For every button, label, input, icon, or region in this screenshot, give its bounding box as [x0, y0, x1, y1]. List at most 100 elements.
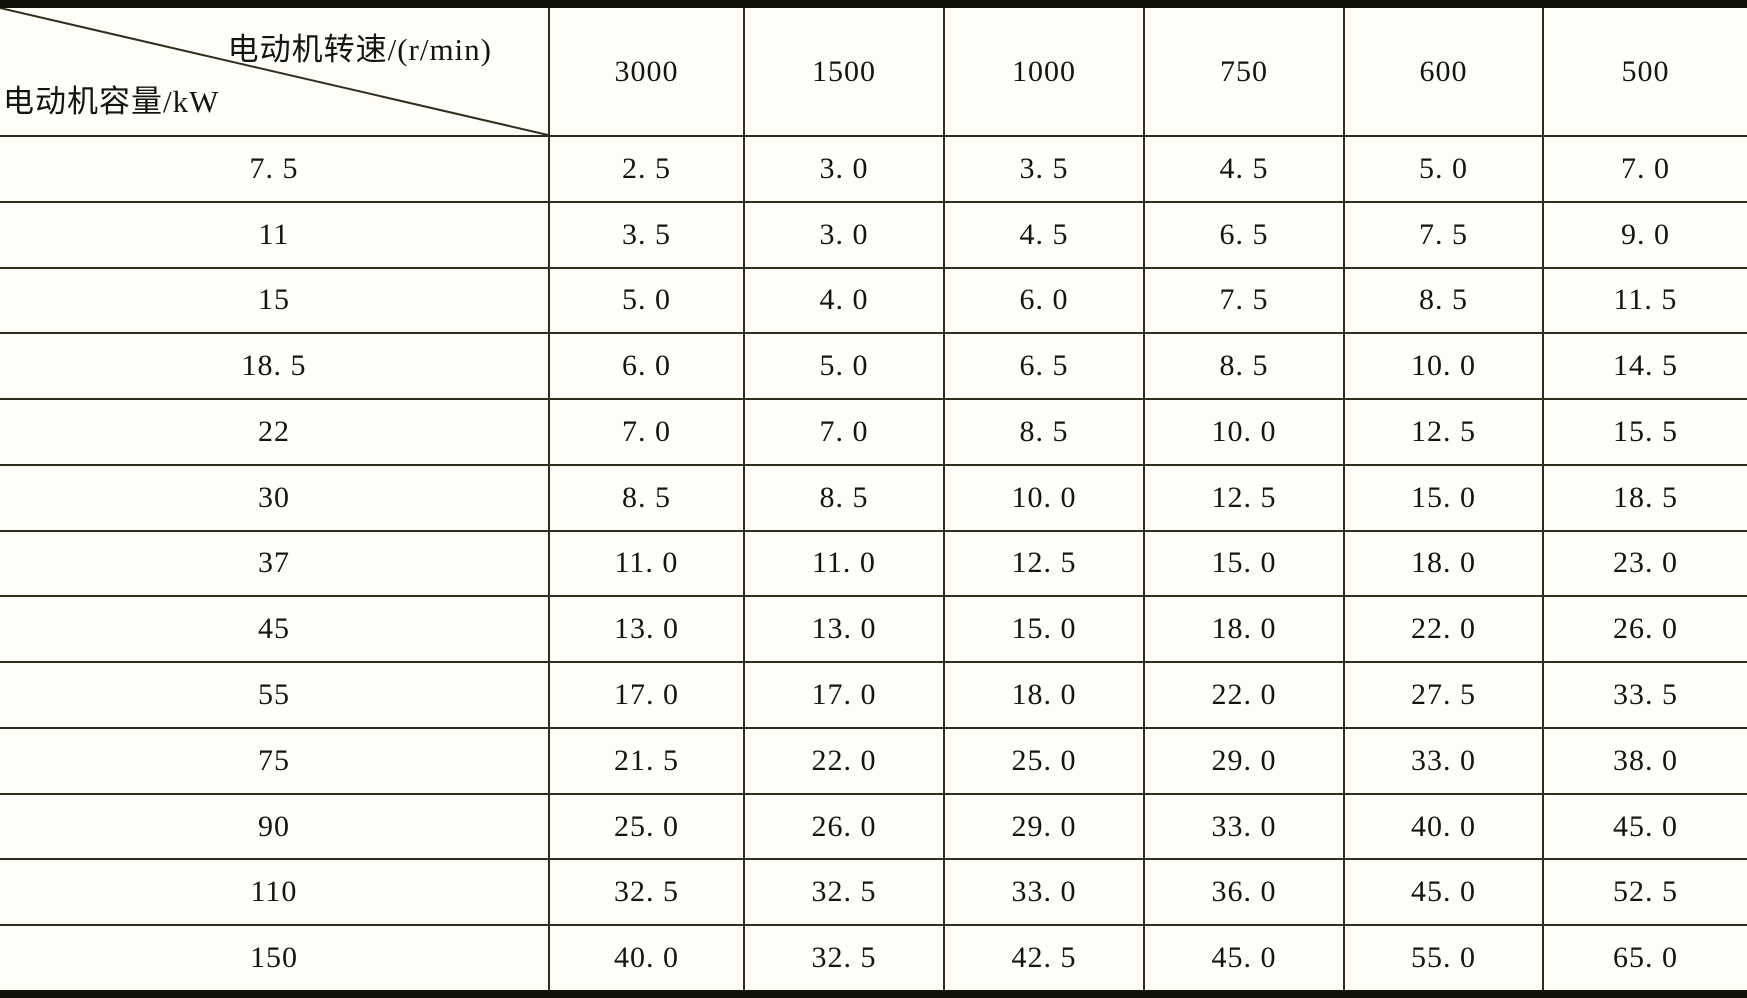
table-cell: 4. 5 — [1143, 137, 1343, 201]
table-cell: 12. 5 — [1343, 400, 1542, 464]
table-row: 150 40. 0 32. 5 42. 5 45. 0 55. 0 65. 0 — [0, 924, 1747, 990]
table-cell: 40. 0 — [548, 926, 743, 990]
table-cell: 5. 0 — [548, 268, 743, 333]
row-header-capacity: 22 — [258, 414, 290, 448]
table-cell: 5. 0 — [743, 334, 943, 399]
table-cell: 3. 0 — [743, 202, 943, 267]
table-row: 37 11. 0 11. 0 12. 5 15. 0 18. 0 23. 0 — [0, 529, 1747, 596]
table-row: 110 32. 5 32. 5 33. 0 36. 0 45. 0 52. 5 — [0, 858, 1747, 925]
table-cell: 55. 0 — [1343, 926, 1542, 990]
row-header-capacity: 110 — [250, 875, 298, 909]
row-header-capacity: 11 — [258, 217, 290, 251]
table-cell: 45. 0 — [1343, 860, 1542, 925]
row-header-capacity: 90 — [258, 809, 290, 843]
table-cell: 7. 0 — [1542, 137, 1747, 201]
table-cell: 32. 5 — [743, 860, 943, 925]
table-row: 11 3. 5 3. 0 4. 5 6. 5 7. 5 9. 0 — [0, 200, 1747, 267]
table-cell: 2. 5 — [548, 137, 743, 201]
table-cell: 10. 0 — [1143, 400, 1343, 464]
row-header-capacity: 7. 5 — [249, 151, 299, 185]
table-cell: 36. 0 — [1143, 860, 1343, 925]
column-header-speed: 600 — [1343, 8, 1542, 135]
table-cell: 12. 5 — [1143, 465, 1343, 530]
column-header-speed: 3000 — [548, 8, 743, 135]
table-cell: 40. 0 — [1343, 794, 1542, 859]
table-row: 55 17. 0 17. 0 18. 0 22. 0 27. 5 33. 5 — [0, 661, 1747, 727]
table-cell: 29. 0 — [1143, 728, 1343, 793]
table-cell: 3. 0 — [743, 137, 943, 201]
table-row: 45 13. 0 13. 0 15. 0 18. 0 22. 0 26. 0 — [0, 595, 1747, 662]
table-cell: 13. 0 — [743, 597, 943, 662]
table-cell: 8. 5 — [943, 400, 1143, 464]
table-row: 7. 5 2. 5 3. 0 3. 5 4. 5 5. 0 7. 0 — [0, 135, 1747, 201]
diagonal-header-cell: 电动机转速/(r/min) 电动机容量/kW — [0, 8, 548, 135]
table-cell: 21. 5 — [548, 728, 743, 793]
table-cell: 15. 0 — [1343, 465, 1542, 530]
table-cell: 7. 5 — [1343, 202, 1542, 267]
table-cell: 33. 0 — [943, 860, 1143, 925]
table-row: 22 7. 0 7. 0 8. 5 10. 0 12. 5 15. 5 — [0, 398, 1747, 464]
table-cell: 10. 0 — [1343, 334, 1542, 399]
table-cell: 33. 0 — [1343, 728, 1542, 793]
table-cell: 29. 0 — [943, 794, 1143, 859]
table-cell: 11. 5 — [1542, 268, 1747, 333]
table-row: 18. 5 6. 0 5. 0 6. 5 8. 5 10. 0 14. 5 — [0, 332, 1747, 399]
row-header-capacity: 30 — [258, 480, 290, 514]
table-cell: 8. 5 — [548, 465, 743, 530]
table-cell: 18. 0 — [1343, 531, 1542, 596]
table-cell: 38. 0 — [1542, 728, 1747, 793]
table-cell: 22. 0 — [1343, 597, 1542, 662]
table-header-row: 电动机转速/(r/min) 电动机容量/kW 3000 1500 1000 750 60… — [0, 8, 1747, 135]
table-cell: 4. 5 — [943, 202, 1143, 267]
table-cell: 8. 5 — [743, 465, 943, 530]
table-row: 90 25. 0 26. 0 29. 0 33. 0 40. 0 45. 0 — [0, 792, 1747, 859]
table-cell: 45. 0 — [1542, 794, 1747, 859]
table-cell: 15. 5 — [1542, 400, 1747, 464]
table-row: 75 21. 5 22. 0 25. 0 29. 0 33. 0 38. 0 — [0, 726, 1747, 793]
table-cell: 5. 0 — [1343, 137, 1542, 201]
column-header-speed: 1000 — [943, 8, 1143, 135]
table-row: 30 8. 5 8. 5 10. 0 12. 5 15. 0 18. 5 — [0, 463, 1747, 530]
table-cell: 17. 0 — [548, 663, 743, 727]
column-header-speed: 750 — [1143, 8, 1343, 135]
row-header-capacity: 37 — [258, 546, 290, 580]
table-cell: 33. 5 — [1542, 663, 1747, 727]
table-cell: 22. 0 — [1143, 663, 1343, 727]
table-cell: 45. 0 — [1143, 926, 1343, 990]
diagonal-divider-line — [0, 8, 548, 135]
row-header-capacity: 55 — [258, 678, 290, 711]
table-cell: 27. 5 — [1343, 663, 1542, 727]
table-cell: 25. 0 — [943, 728, 1143, 793]
row-header-capacity: 150 — [250, 941, 298, 975]
table-cell: 6. 0 — [943, 268, 1143, 333]
column-header-speed: 500 — [1542, 8, 1747, 135]
row-header-capacity: 18. 5 — [241, 349, 307, 383]
table-cell: 18. 0 — [943, 663, 1143, 727]
table-cell: 32. 5 — [743, 926, 943, 990]
table-cell: 42. 5 — [943, 926, 1143, 990]
row-header-capacity: 45 — [258, 612, 290, 646]
row-axis-label: 电动机容量/kW — [3, 84, 220, 119]
row-header-capacity: 15 — [258, 283, 290, 317]
table-cell: 23. 0 — [1542, 531, 1747, 596]
table-cell: 8. 5 — [1143, 334, 1343, 399]
table-cell: 15. 0 — [943, 597, 1143, 662]
table-cell: 14. 5 — [1542, 334, 1747, 399]
table-cell: 7. 5 — [1143, 268, 1343, 333]
table-cell: 3. 5 — [548, 202, 743, 267]
table-cell: 32. 5 — [548, 860, 743, 925]
table-cell: 17. 0 — [743, 663, 943, 727]
table-cell: 25. 0 — [548, 794, 743, 859]
table-cell: 52. 5 — [1542, 860, 1747, 925]
table-cell: 65. 0 — [1542, 926, 1747, 990]
table-cell: 3. 5 — [943, 137, 1143, 201]
row-header-capacity: 75 — [258, 743, 290, 777]
table-cell: 12. 5 — [943, 531, 1143, 596]
column-axis-label: 电动机转速/(r/min) — [227, 32, 492, 67]
table-cell: 11. 0 — [548, 531, 743, 596]
table-cell: 13. 0 — [548, 597, 743, 662]
table-cell: 8. 5 — [1343, 268, 1542, 333]
table-cell: 11. 0 — [743, 531, 943, 596]
table-cell: 10. 0 — [943, 465, 1143, 530]
